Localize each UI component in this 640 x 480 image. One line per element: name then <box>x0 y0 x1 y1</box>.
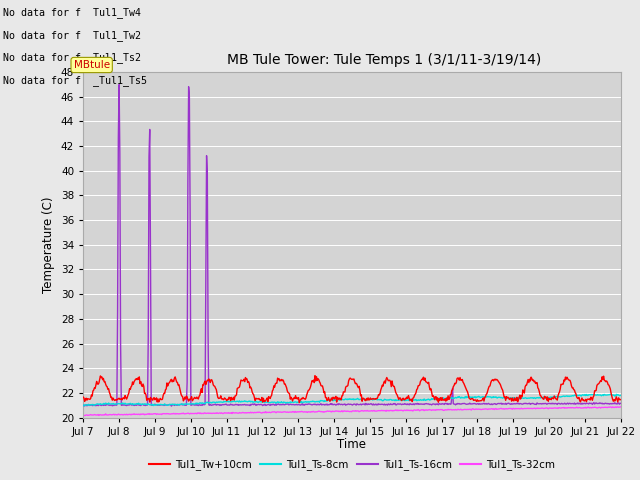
Tul1_Ts-32cm <box>228 410 236 416</box>
Tul1_Tw+10cm <box>311 373 319 379</box>
Line: Tul1_Ts-8cm: Tul1_Ts-8cm <box>83 395 621 406</box>
Tul1_Ts-8cm <box>227 399 235 405</box>
Line: Tul1_Ts-32cm: Tul1_Ts-32cm <box>83 407 621 416</box>
Text: No data for f  Tul1_Ts2: No data for f Tul1_Ts2 <box>3 52 141 63</box>
Tul1_Ts-16cm <box>115 82 123 87</box>
Tul1_Ts-8cm <box>617 393 625 398</box>
Tul1_Ts-16cm <box>419 401 426 407</box>
Tul1_Ts-32cm <box>80 413 88 419</box>
Text: No data for f  Tul1_Tw4: No data for f Tul1_Tw4 <box>3 7 141 18</box>
Tul1_Ts-8cm <box>612 392 620 397</box>
Y-axis label: Temperature (C): Temperature (C) <box>42 196 56 293</box>
Tul1_Tw+10cm <box>199 382 207 387</box>
X-axis label: Time: Time <box>337 438 367 451</box>
Tul1_Tw+10cm <box>79 394 87 400</box>
Tul1_Ts-8cm <box>417 397 425 403</box>
Tul1_Ts-32cm <box>200 411 207 417</box>
Tul1_Ts-8cm <box>89 402 97 408</box>
Tul1_Tw+10cm <box>617 396 625 402</box>
Tul1_Ts-16cm <box>229 402 237 408</box>
Tul1_Ts-8cm <box>145 401 152 407</box>
Tul1_Ts-16cm <box>200 402 208 408</box>
Tul1_Ts-32cm <box>418 407 426 412</box>
Tul1_Ts-32cm <box>90 412 97 418</box>
Tul1_Ts-8cm <box>199 400 207 406</box>
Tul1_Ts-32cm <box>145 411 153 417</box>
Tul1_Tw+10cm <box>145 396 152 401</box>
Line: Tul1_Ts-16cm: Tul1_Ts-16cm <box>83 84 621 406</box>
Legend: Tul1_Tw+10cm, Tul1_Ts-8cm, Tul1_Ts-16cm, Tul1_Ts-32cm: Tul1_Tw+10cm, Tul1_Ts-8cm, Tul1_Ts-16cm,… <box>145 456 559 475</box>
Tul1_Tw+10cm <box>227 395 235 400</box>
Text: MBtule: MBtule <box>74 60 109 70</box>
Tul1_Ts-16cm <box>89 403 97 408</box>
Tul1_Tw+10cm <box>296 400 303 406</box>
Line: Tul1_Tw+10cm: Tul1_Tw+10cm <box>83 376 621 403</box>
Title: MB Tule Tower: Tule Temps 1 (3/1/11-3/19/14): MB Tule Tower: Tule Temps 1 (3/1/11-3/19… <box>227 53 541 67</box>
Tul1_Ts-8cm <box>79 403 87 408</box>
Tul1_Tw+10cm <box>89 388 97 394</box>
Text: No data for f  _Tul1_Ts5: No data for f _Tul1_Ts5 <box>3 75 147 86</box>
Tul1_Ts-32cm <box>79 412 87 418</box>
Tul1_Ts-8cm <box>433 396 441 401</box>
Tul1_Tw+10cm <box>435 399 442 405</box>
Tul1_Ts-16cm <box>435 402 442 408</box>
Tul1_Ts-16cm <box>168 403 175 409</box>
Tul1_Ts-32cm <box>617 404 625 410</box>
Tul1_Ts-16cm <box>79 402 87 408</box>
Tul1_Ts-16cm <box>617 401 625 407</box>
Tul1_Tw+10cm <box>419 377 426 383</box>
Tul1_Ts-16cm <box>145 154 153 160</box>
Text: No data for f  Tul1_Tw2: No data for f Tul1_Tw2 <box>3 30 141 41</box>
Tul1_Ts-32cm <box>434 407 442 412</box>
